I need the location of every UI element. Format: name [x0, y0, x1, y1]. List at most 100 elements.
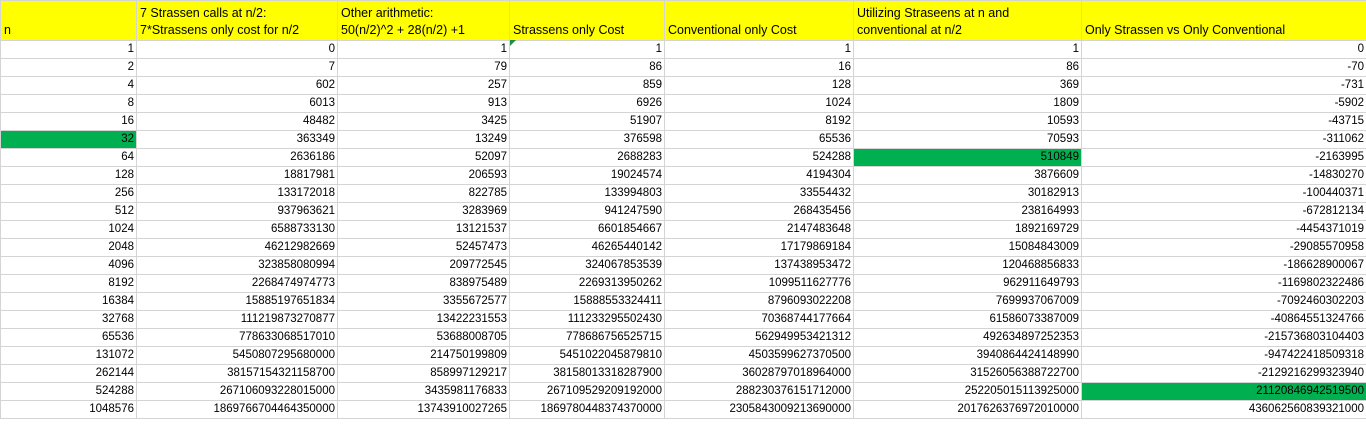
table-cell[interactable]: 524288: [664, 148, 854, 167]
table-cell[interactable]: 51907: [509, 112, 665, 131]
table-cell[interactable]: 33554432: [664, 184, 854, 203]
table-cell[interactable]: 2017626376972010000: [853, 400, 1082, 419]
table-cell[interactable]: 2688283: [509, 148, 665, 167]
table-cell[interactable]: 38158013318287900: [509, 364, 665, 383]
table-cell[interactable]: -311062: [1081, 130, 1366, 149]
table-cell[interactable]: 267109529209192000: [509, 382, 665, 401]
table-cell[interactable]: 46265440142: [509, 238, 665, 257]
table-cell[interactable]: 2269313950262: [509, 274, 665, 293]
table-cell[interactable]: 2147483648: [664, 220, 854, 239]
table-cell[interactable]: -947422418509318: [1081, 346, 1366, 365]
table-cell[interactable]: 778633068517010: [136, 328, 338, 347]
table-cell[interactable]: 252205015113925000: [853, 382, 1082, 401]
table-cell[interactable]: 1: [664, 40, 854, 59]
table-cell[interactable]: 822785: [337, 184, 510, 203]
table-cell[interactable]: 53688008705: [337, 328, 510, 347]
table-cell[interactable]: 5451022045879810: [509, 346, 665, 365]
table-cell[interactable]: -672812134: [1081, 202, 1366, 221]
table-cell[interactable]: 562949953421312: [664, 328, 854, 347]
table-cell[interactable]: 6926: [509, 94, 665, 113]
table-cell[interactable]: 268435456: [664, 202, 854, 221]
table-cell[interactable]: 436062560839321000: [1081, 400, 1366, 419]
header-conventional-only-cost[interactable]: Conventional only Cost: [664, 0, 854, 41]
table-cell[interactable]: 1: [509, 40, 665, 59]
table-cell[interactable]: 7: [136, 58, 338, 77]
table-cell[interactable]: 21120846942519500: [1081, 382, 1366, 401]
table-cell[interactable]: 8192: [0, 274, 137, 293]
table-cell[interactable]: 1: [337, 40, 510, 59]
table-cell[interactable]: 18817981: [136, 166, 338, 185]
table-cell[interactable]: 64: [0, 148, 137, 167]
table-cell[interactable]: 3435981176833: [337, 382, 510, 401]
table-cell[interactable]: -2163995: [1081, 148, 1366, 167]
table-cell[interactable]: 3876609: [853, 166, 1082, 185]
table-cell[interactable]: 32: [0, 130, 137, 149]
table-cell[interactable]: 13121537: [337, 220, 510, 239]
table-cell[interactable]: 16: [0, 112, 137, 131]
table-cell[interactable]: -43715: [1081, 112, 1366, 131]
table-cell[interactable]: 131072: [0, 346, 137, 365]
table-cell[interactable]: 38157154321158700: [136, 364, 338, 383]
table-cell[interactable]: -186628900067: [1081, 256, 1366, 275]
table-cell[interactable]: 4096: [0, 256, 137, 275]
table-cell[interactable]: 133994803: [509, 184, 665, 203]
table-cell[interactable]: -40864551324766: [1081, 310, 1366, 329]
table-cell[interactable]: 79: [337, 58, 510, 77]
table-cell[interactable]: 288230376151712000: [664, 382, 854, 401]
table-cell[interactable]: 8796093022208: [664, 292, 854, 311]
table-cell[interactable]: 859: [509, 76, 665, 95]
table-cell[interactable]: 1: [853, 40, 1082, 59]
table-cell[interactable]: 6601854667: [509, 220, 665, 239]
table-cell[interactable]: -29085570958: [1081, 238, 1366, 257]
table-cell[interactable]: 111233295502430: [509, 310, 665, 329]
table-cell[interactable]: 1809: [853, 94, 1082, 113]
table-cell[interactable]: 86: [509, 58, 665, 77]
table-cell[interactable]: 4194304: [664, 166, 854, 185]
table-cell[interactable]: 0: [1081, 40, 1366, 59]
table-cell[interactable]: -70: [1081, 58, 1366, 77]
table-cell[interactable]: 13249: [337, 130, 510, 149]
table-cell[interactable]: 15084843009: [853, 238, 1082, 257]
table-cell[interactable]: 324067853539: [509, 256, 665, 275]
table-cell[interactable]: 19024574: [509, 166, 665, 185]
table-cell[interactable]: 128: [664, 76, 854, 95]
table-cell[interactable]: 6013: [136, 94, 338, 113]
table-cell[interactable]: -5902: [1081, 94, 1366, 113]
table-cell[interactable]: 32768: [0, 310, 137, 329]
table-cell[interactable]: -7092460302203: [1081, 292, 1366, 311]
table-cell[interactable]: 1024: [0, 220, 137, 239]
table-cell[interactable]: 238164993: [853, 202, 1082, 221]
table-cell[interactable]: 267106093228015000: [136, 382, 338, 401]
table-cell[interactable]: 4: [0, 76, 137, 95]
table-cell[interactable]: 46212982669: [136, 238, 338, 257]
table-cell[interactable]: 133172018: [136, 184, 338, 203]
header-strassen-only-cost[interactable]: Strassens only Cost: [509, 0, 665, 41]
table-cell[interactable]: 512: [0, 202, 137, 221]
table-cell[interactable]: 256: [0, 184, 137, 203]
table-cell[interactable]: 2305843009213690000: [664, 400, 854, 419]
table-cell[interactable]: 6588733130: [136, 220, 338, 239]
table-cell[interactable]: 937963621: [136, 202, 338, 221]
table-cell[interactable]: 838975489: [337, 274, 510, 293]
table-cell[interactable]: 52457473: [337, 238, 510, 257]
table-cell[interactable]: 7699937067009: [853, 292, 1082, 311]
table-cell[interactable]: 1024: [664, 94, 854, 113]
table-cell[interactable]: 17179869184: [664, 238, 854, 257]
table-cell[interactable]: 8192: [664, 112, 854, 131]
table-cell[interactable]: -100440371: [1081, 184, 1366, 203]
table-cell[interactable]: 70368744177664: [664, 310, 854, 329]
table-cell[interactable]: 137438953472: [664, 256, 854, 275]
table-cell[interactable]: 10593: [853, 112, 1082, 131]
table-cell[interactable]: 3355672577: [337, 292, 510, 311]
table-cell[interactable]: 61586073387009: [853, 310, 1082, 329]
table-cell[interactable]: 209772545: [337, 256, 510, 275]
table-cell[interactable]: 48482: [136, 112, 338, 131]
table-cell[interactable]: 111219873270877: [136, 310, 338, 329]
table-cell[interactable]: 70593: [853, 130, 1082, 149]
table-cell[interactable]: 31526056388722700: [853, 364, 1082, 383]
table-cell[interactable]: 52097: [337, 148, 510, 167]
header-n[interactable]: n: [0, 0, 137, 41]
table-cell[interactable]: 4503599627370500: [664, 346, 854, 365]
header-strassen-vs-conventional[interactable]: Only Strassen vs Only Conventional: [1081, 0, 1366, 41]
table-cell[interactable]: 65536: [0, 328, 137, 347]
